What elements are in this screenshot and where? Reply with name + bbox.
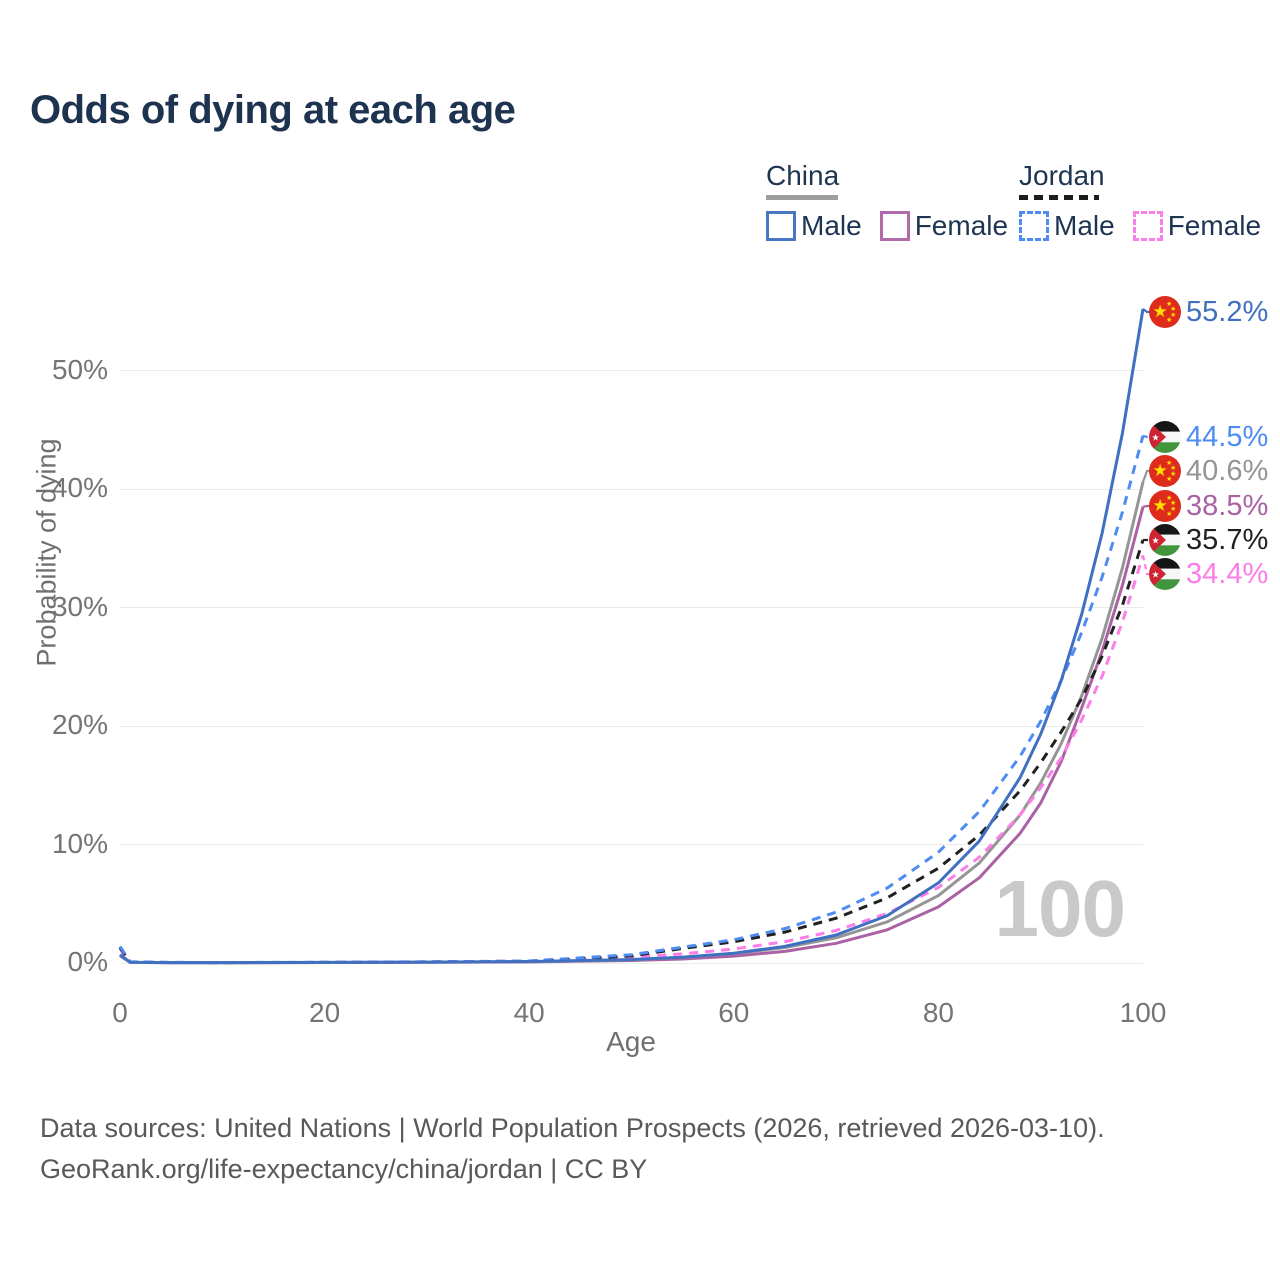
footer: Data sources: United Nations | World Pop… xyxy=(40,1108,1105,1190)
legend-label: Female xyxy=(1167,210,1262,241)
legend-group-jordan: Jordan Male Female xyxy=(1019,160,1261,242)
end-value-label: 40.6% xyxy=(1186,454,1269,487)
end-label-jordan-female: ★ 34.4% xyxy=(1149,557,1268,591)
jordan-flag-icon: ★ xyxy=(1149,421,1181,453)
y-tick-label: 40% xyxy=(51,472,108,503)
legend-item-china-male[interactable]: Male xyxy=(766,210,862,242)
jordan-female-swatch xyxy=(1132,211,1163,241)
svg-text:★: ★ xyxy=(1152,433,1160,443)
gridline xyxy=(120,488,1143,490)
svg-text:★: ★ xyxy=(1170,499,1176,507)
svg-text:★: ★ xyxy=(1166,475,1172,483)
china-line-style-sample xyxy=(766,195,838,200)
page-title: Odds of dying at each age xyxy=(30,88,516,132)
hover-age-watermark: 100 xyxy=(994,864,1126,953)
china-female-swatch xyxy=(879,211,910,241)
svg-text:★: ★ xyxy=(1170,470,1176,478)
jordan-flag-icon: ★ xyxy=(1149,524,1181,556)
end-value-label: 38.5% xyxy=(1186,489,1269,522)
gridline xyxy=(120,370,1143,371)
end-label-china-both-sexes: ★ ★ ★ ★ ★ 40.6% xyxy=(1149,454,1268,488)
series-line-china-both-sexes[interactable] xyxy=(119,481,1145,965)
legend-country-jordan: Jordan xyxy=(1019,160,1105,191)
svg-text:★: ★ xyxy=(1170,311,1176,319)
gridline xyxy=(120,962,1143,964)
end-value-label: 55.2% xyxy=(1186,295,1269,328)
y-axis-title: Probability of dying xyxy=(31,438,62,667)
x-tick-label: 0 xyxy=(112,997,128,1028)
svg-text:★: ★ xyxy=(1153,496,1168,515)
svg-text:★: ★ xyxy=(1170,305,1176,313)
gridline xyxy=(120,844,1143,845)
end-label-jordan-both-sexes: ★ 35.7% xyxy=(1149,523,1268,557)
footer-link: GeoRank.org/life-expectancy/china/jordan… xyxy=(40,1154,648,1184)
end-label-china-male: ★ ★ ★ ★ ★ 55.2% xyxy=(1149,295,1268,329)
gridline xyxy=(120,725,1143,727)
series-line-jordan-both-sexes[interactable] xyxy=(118,539,1145,965)
end-value-label: 35.7% xyxy=(1186,523,1269,556)
y-tick-label: 20% xyxy=(51,709,108,740)
svg-text:★: ★ xyxy=(1166,459,1172,467)
legend-item-jordan-female[interactable]: Female xyxy=(1115,210,1261,242)
y-tick-label: 50% xyxy=(51,353,108,385)
legend-label: Female xyxy=(914,210,1009,241)
end-label-china-female: ★ ★ ★ ★ ★ 38.5% xyxy=(1149,489,1268,523)
svg-text:★: ★ xyxy=(1166,494,1172,502)
legend-label: Male xyxy=(1054,210,1115,241)
series-line-china-male[interactable] xyxy=(119,308,1145,965)
x-tick-label: 80 xyxy=(922,997,954,1028)
gridline xyxy=(120,607,1143,608)
footer-sources: Data sources: United Nations | World Pop… xyxy=(40,1113,1105,1143)
china-flag-icon: ★ ★ ★ ★ ★ xyxy=(1149,296,1181,328)
svg-text:★: ★ xyxy=(1153,461,1168,480)
legend-item-jordan-male[interactable]: Male xyxy=(1019,210,1115,242)
legend-label: Male xyxy=(801,210,862,241)
series-line-jordan-male[interactable] xyxy=(118,435,1145,964)
china-male-swatch xyxy=(766,211,796,241)
china-flag-icon: ★ ★ ★ ★ ★ xyxy=(1149,490,1181,522)
svg-text:★: ★ xyxy=(1152,536,1160,546)
svg-text:★: ★ xyxy=(1152,570,1160,580)
end-value-label: 44.5% xyxy=(1186,420,1269,453)
end-value-label: 34.4% xyxy=(1186,557,1269,590)
series-line-jordan-female[interactable] xyxy=(118,554,1145,965)
jordan-line-style-sample xyxy=(1019,195,1099,200)
legend-group-china: China Male Female xyxy=(766,160,1008,242)
x-tick-label: 40 xyxy=(513,997,545,1028)
svg-text:★: ★ xyxy=(1166,316,1172,324)
svg-text:★: ★ xyxy=(1170,505,1176,513)
y-tick-label: 0% xyxy=(67,946,108,977)
svg-text:★: ★ xyxy=(1166,510,1172,518)
jordan-flag-icon: ★ xyxy=(1149,558,1181,590)
series-line-china-female[interactable] xyxy=(119,506,1145,965)
x-tick-label: 100 xyxy=(1119,997,1167,1028)
x-tick-label: 20 xyxy=(309,997,341,1028)
svg-text:★: ★ xyxy=(1166,300,1172,308)
y-tick-label: 30% xyxy=(51,590,108,622)
x-tick-label: 60 xyxy=(718,997,750,1028)
y-tick-label: 10% xyxy=(51,827,108,859)
x-axis-title: Age xyxy=(606,1026,656,1057)
svg-text:★: ★ xyxy=(1170,464,1176,472)
legend-country-china: China xyxy=(766,160,840,191)
legend-item-china-female[interactable]: Female xyxy=(862,210,1008,242)
jordan-male-swatch xyxy=(1019,211,1049,241)
end-label-jordan-male: ★ 44.5% xyxy=(1149,420,1268,454)
label-leader-line xyxy=(1142,434,1152,439)
svg-text:★: ★ xyxy=(1153,302,1168,321)
china-flag-icon: ★ ★ ★ ★ ★ xyxy=(1149,455,1181,487)
